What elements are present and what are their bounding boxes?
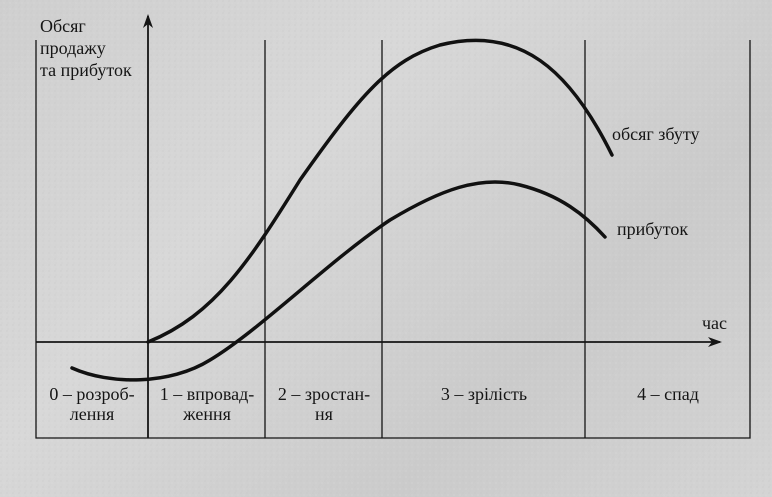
stage-0-line-2: лення [69, 404, 115, 424]
y-axis-label-line-1: Обсяг [40, 16, 86, 36]
profit-curve [70, 180, 607, 382]
x-axis-label: час [702, 313, 728, 333]
stage-1-line-1: 1 – впровад- [159, 384, 255, 404]
diagram-frame [35, 40, 751, 439]
stage-3-line-1: 3 – зрілість [440, 384, 528, 404]
stage-0-line-1: 0 – розроб- [49, 384, 135, 404]
sales-volume-curve [146, 38, 614, 344]
sales-curve-label: обсяг збуту [612, 124, 700, 144]
y-axis-label-line-2: продажу [40, 38, 106, 58]
stage-1-label: 1 – впровад- ження [150, 384, 264, 424]
stage-2-line-2: ня [315, 404, 333, 424]
stage-0-label: 0 – розроб- лення [38, 384, 146, 424]
stage-4-label: 4 – спад [587, 384, 749, 404]
y-axis-label-line-3: та прибуток [40, 60, 132, 80]
profit-curve-label: прибуток [617, 219, 689, 239]
stage-1-line-2: ження [183, 404, 231, 424]
stage-4-line-1: 4 – спад [637, 384, 699, 404]
stage-2-line-1: 2 – зростан- [277, 384, 371, 404]
stage-3-label: 3 – зрілість [384, 384, 584, 404]
stage-2-label: 2 – зростан- ня [267, 384, 381, 424]
